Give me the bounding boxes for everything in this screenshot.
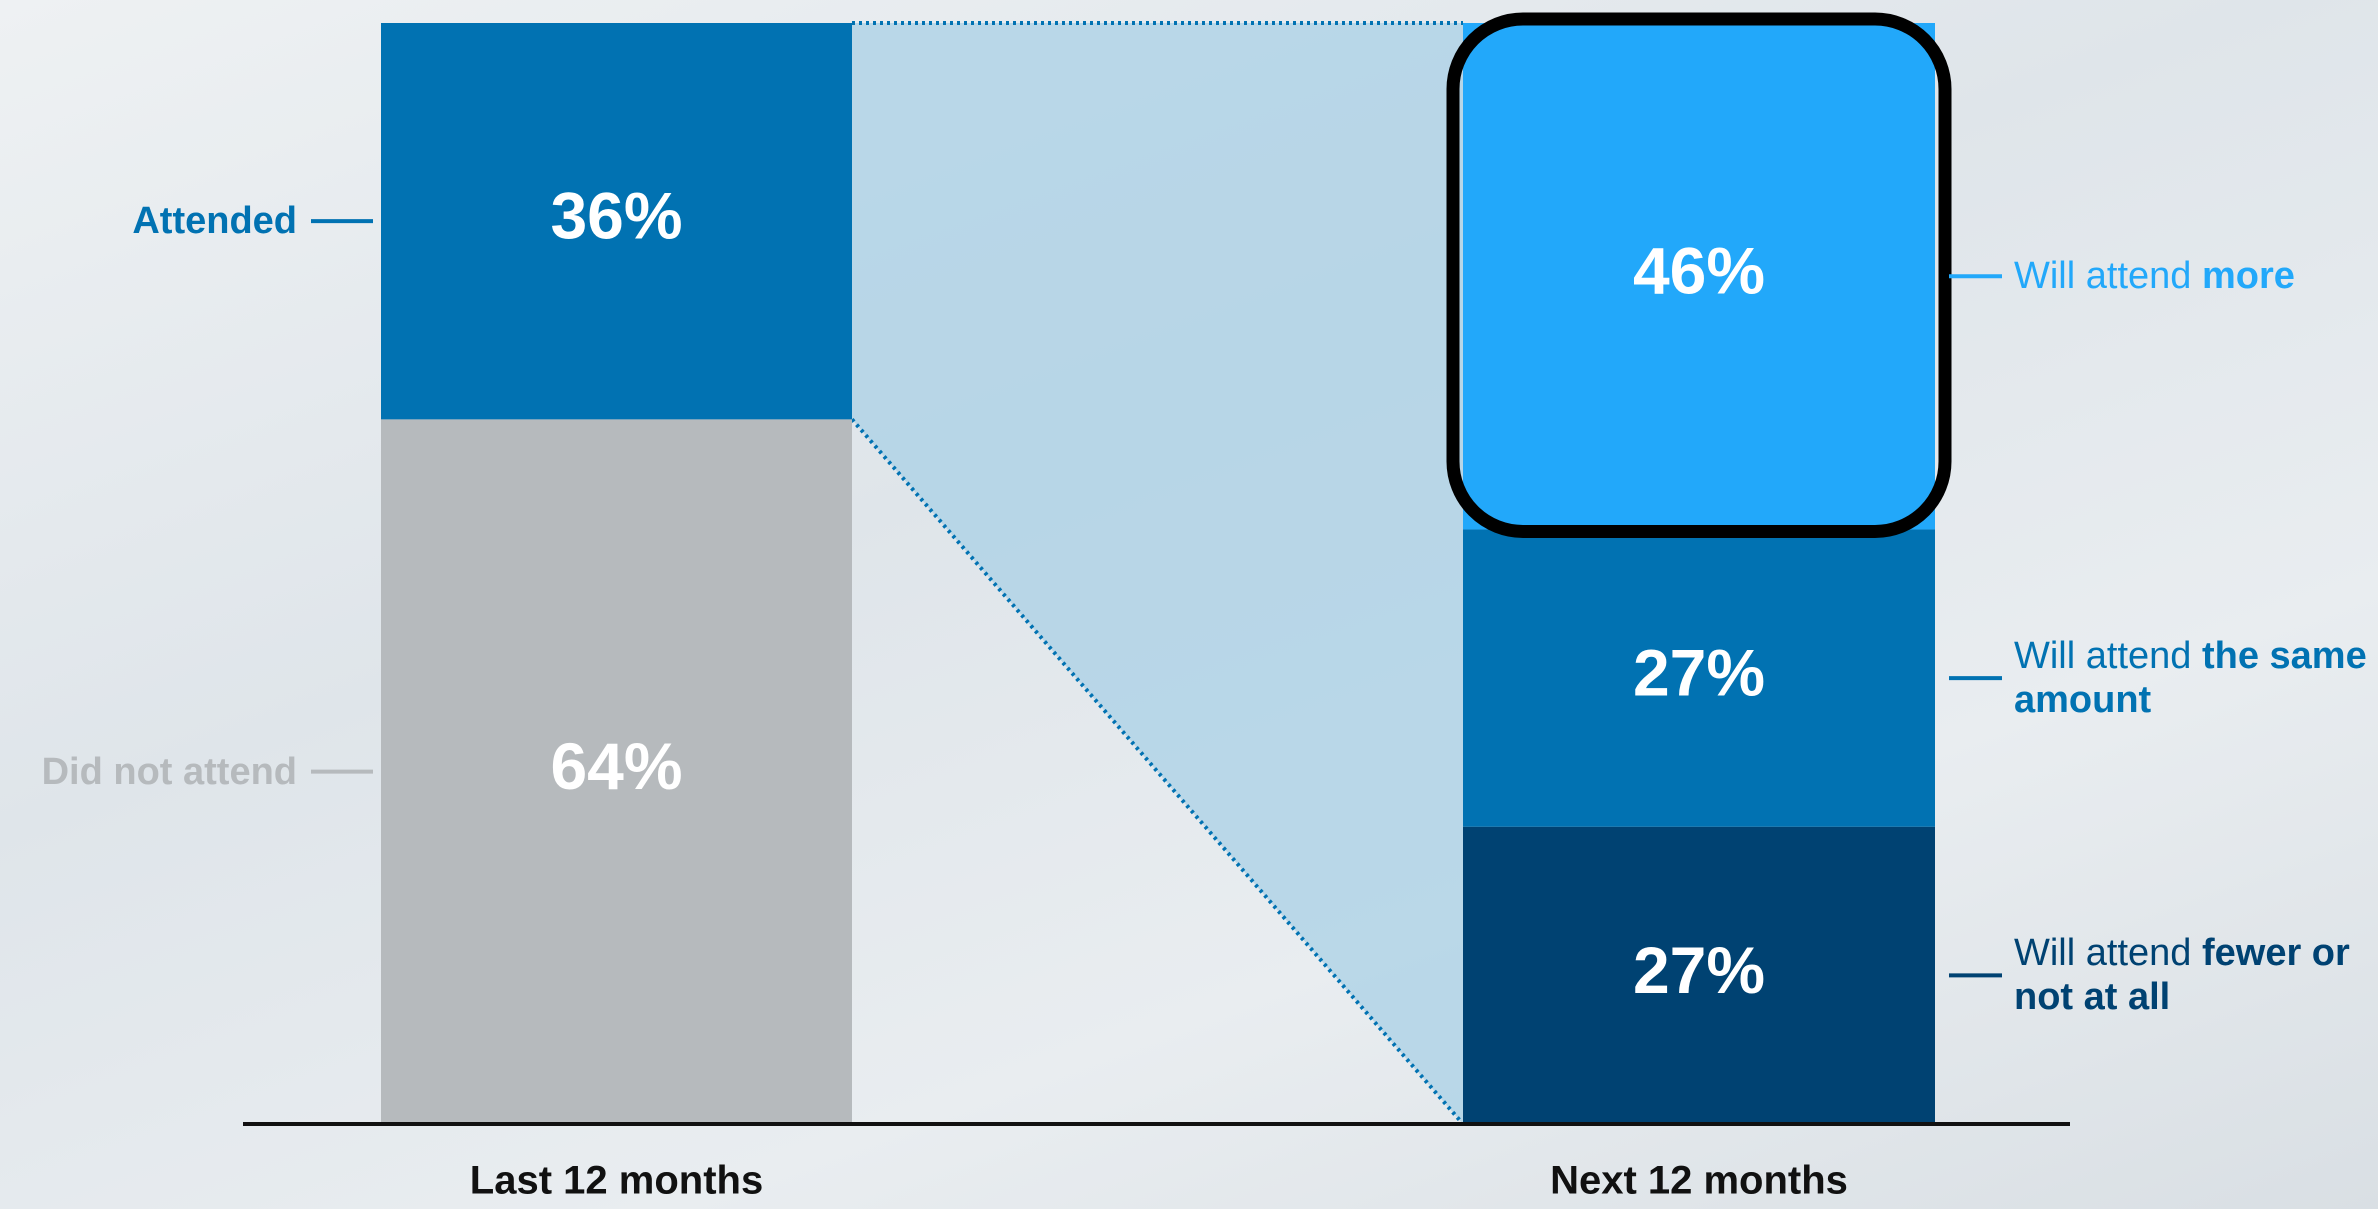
label-text: Will attend (2014, 932, 2191, 974)
connector-wedge (852, 23, 1463, 1124)
segment-label: Will attend the same amount (2014, 634, 2369, 722)
value-label: 46% (1633, 234, 1765, 308)
segment-label: Will attend fewer or not at all (2014, 931, 2369, 1019)
value-label: 64% (550, 729, 682, 803)
category-label: Next 12 months (1550, 1159, 1848, 1203)
chart-svg: 64% 36% Last 12 months 27% 27% 46% Next 12 mon… (0, 0, 2378, 1209)
label-text: Will attend (2014, 635, 2191, 677)
value-label: 27% (1633, 933, 1765, 1007)
value-label: 27% (1633, 636, 1765, 710)
chart: 64% 36% Last 12 months 27% 27% 46% Next 12 mon… (0, 0, 2378, 1209)
label-text: Did not attend (42, 751, 297, 793)
segment-label: Did not attend (42, 750, 297, 794)
segment-label: Attended (132, 199, 297, 243)
segment-label: Will attend more (2014, 254, 2369, 298)
label-emphasis: more (2202, 255, 2295, 297)
category-label: Last 12 months (470, 1159, 763, 1203)
label-text: Will attend (2014, 255, 2191, 297)
label-text: Attended (132, 200, 297, 242)
value-label: 36% (550, 179, 682, 253)
